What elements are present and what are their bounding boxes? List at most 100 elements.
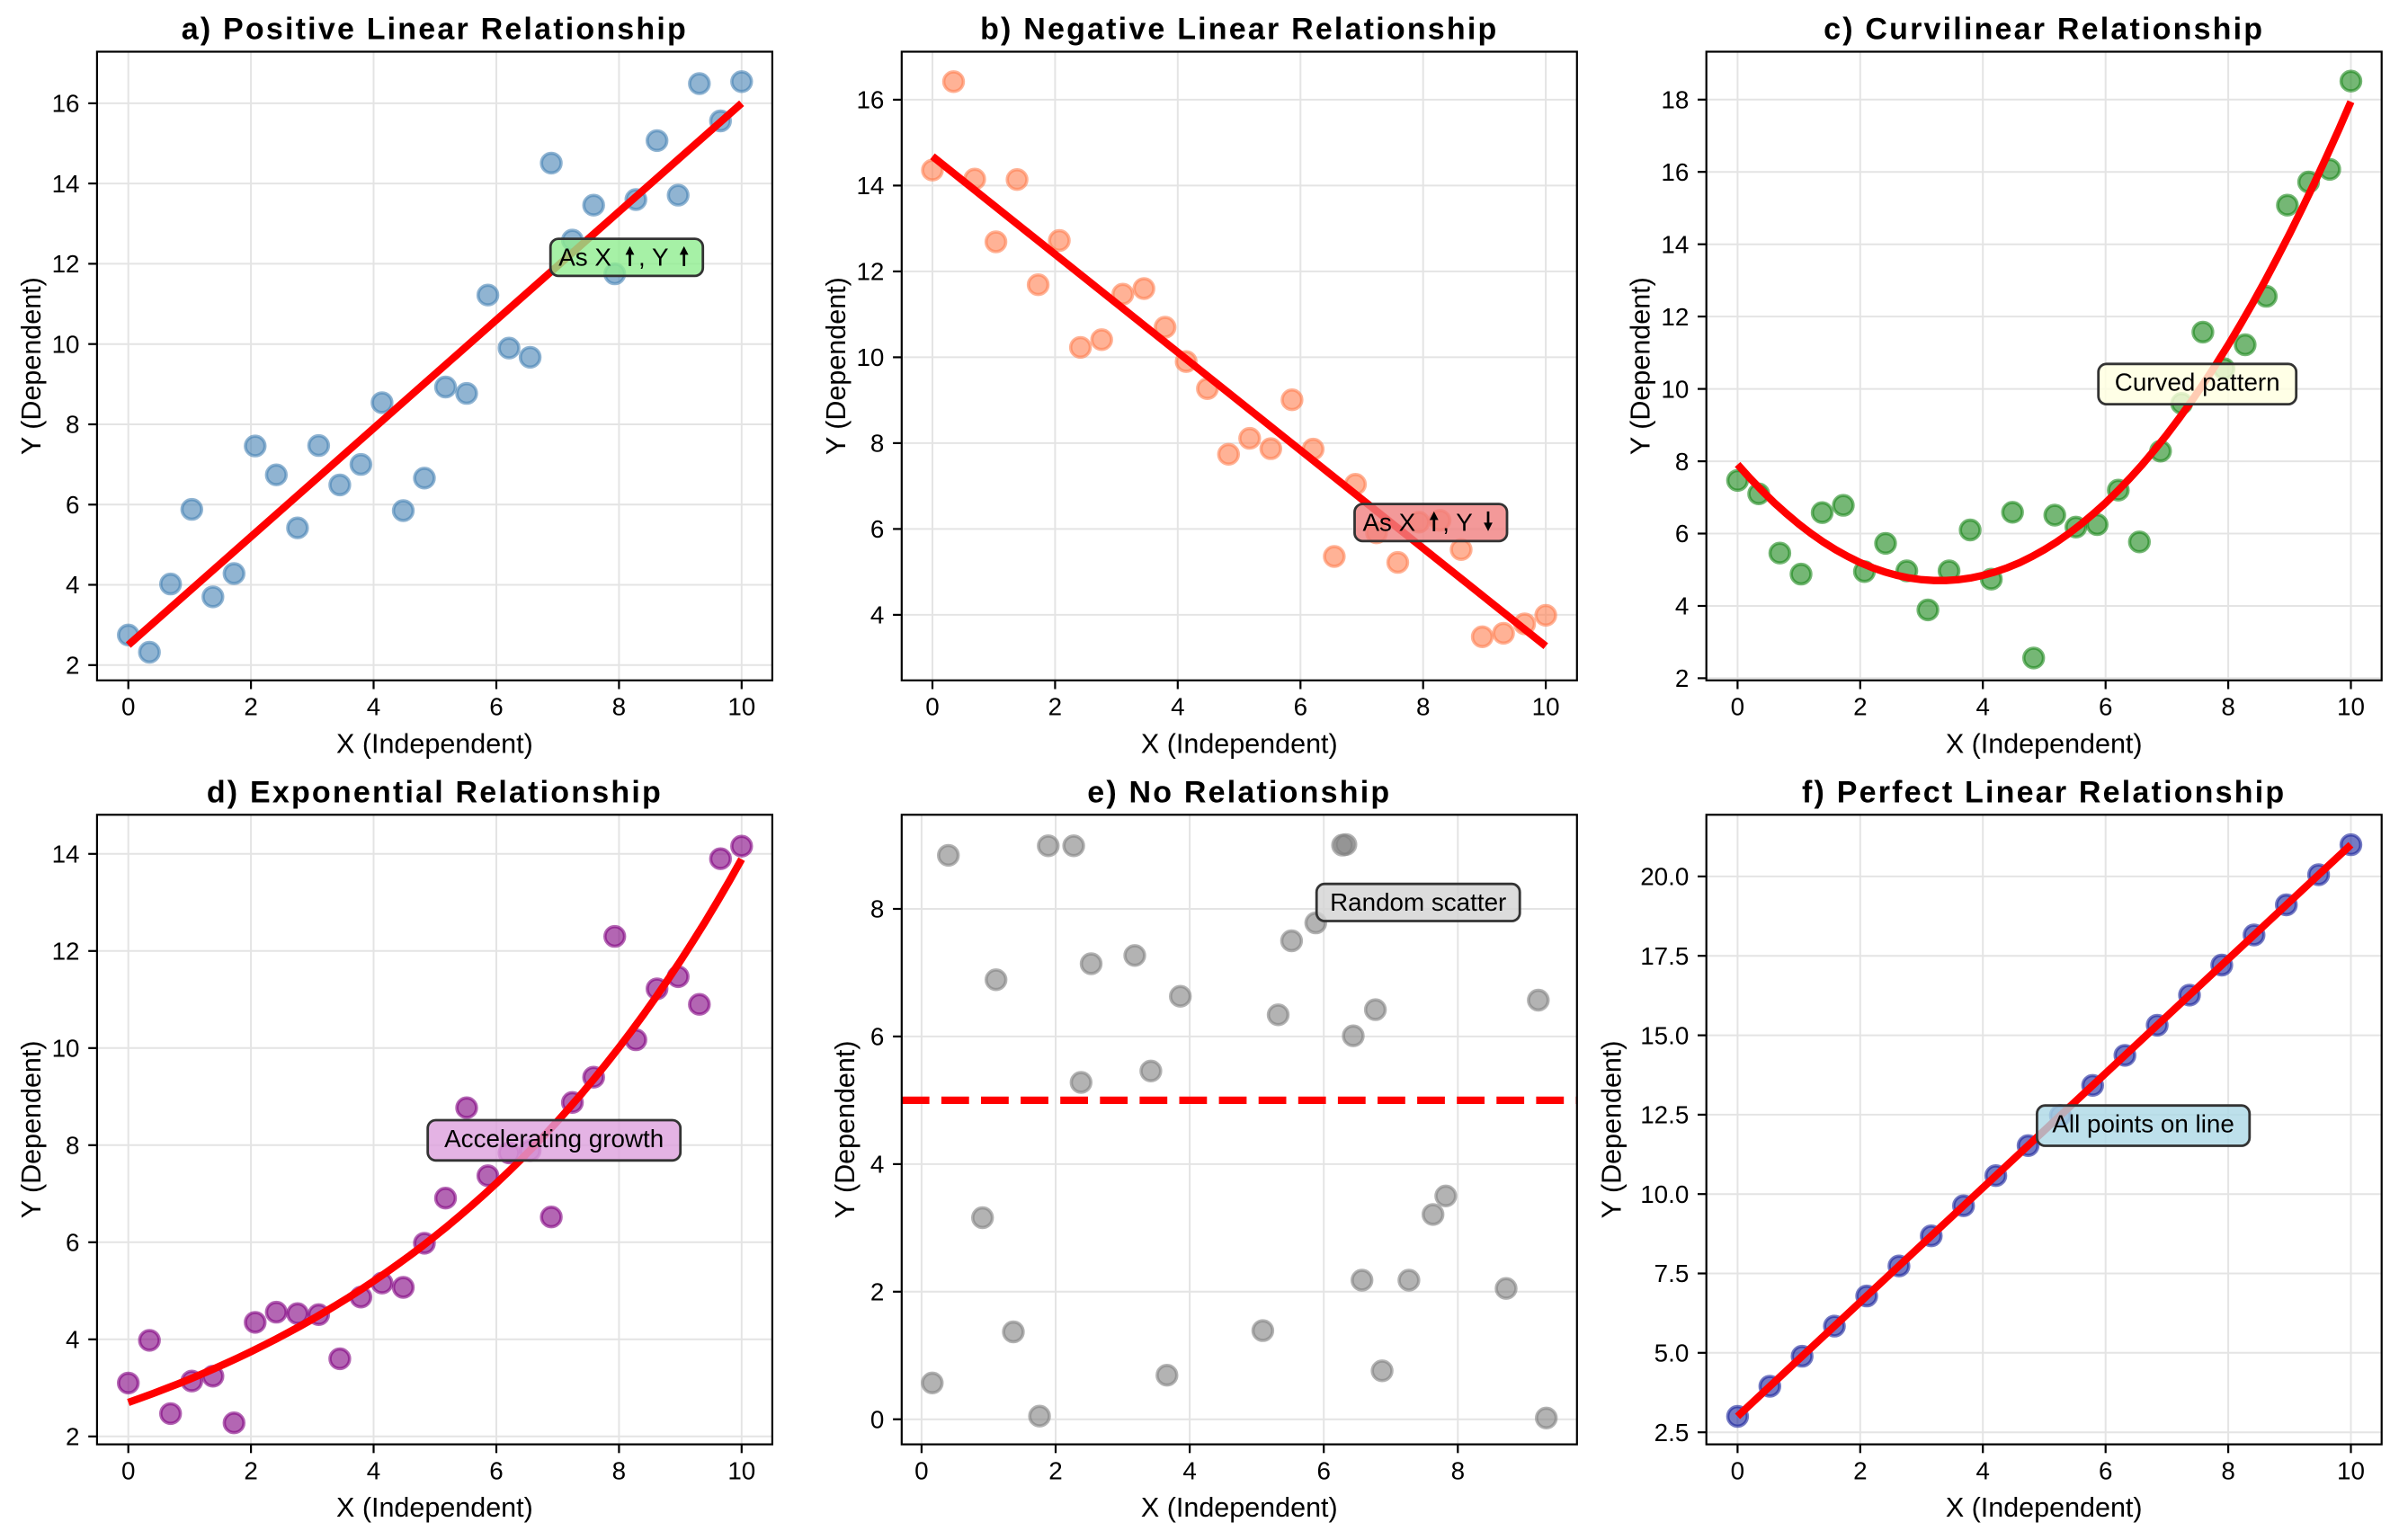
svg-text:6: 6 (2099, 693, 2112, 721)
svg-text:6: 6 (2099, 1457, 2112, 1485)
svg-text:0: 0 (1731, 1457, 1744, 1485)
svg-text:X (Independent): X (Independent) (336, 728, 533, 759)
svg-text:7.5: 7.5 (1654, 1260, 1690, 1287)
svg-text:10: 10 (1661, 375, 1689, 403)
svg-text:8: 8 (66, 411, 79, 439)
svg-text:4: 4 (66, 571, 79, 599)
svg-text:, Y: , Y (1442, 508, 1472, 536)
svg-text:10: 10 (52, 330, 80, 358)
svg-text:0: 0 (914, 1457, 928, 1485)
svg-text:8: 8 (612, 693, 626, 721)
svg-text:20.0: 20.0 (1640, 863, 1689, 891)
svg-text:18: 18 (1661, 86, 1689, 114)
svg-text:2: 2 (1853, 1457, 1867, 1485)
svg-text:8: 8 (1451, 1457, 1465, 1485)
svg-text:X (Independent): X (Independent) (1946, 728, 2143, 759)
svg-text:0: 0 (925, 693, 939, 721)
svg-text:, Y: , Y (638, 243, 668, 271)
svg-text:0: 0 (121, 693, 135, 721)
svg-text:8: 8 (1416, 693, 1430, 721)
svg-text:8: 8 (2221, 1457, 2234, 1485)
svg-text:6: 6 (870, 1023, 884, 1051)
svg-text:6: 6 (1675, 520, 1689, 547)
svg-text:Accelerating growth: Accelerating growth (444, 1125, 664, 1153)
svg-text:2: 2 (244, 693, 257, 721)
svg-text:X (Independent): X (Independent) (1946, 1492, 2143, 1523)
svg-text:Y (Dependent): Y (Dependent) (1626, 277, 1656, 455)
svg-text:10: 10 (727, 693, 755, 721)
svg-text:As X: As X (558, 243, 611, 271)
svg-text:6: 6 (489, 1457, 503, 1485)
svg-text:8: 8 (870, 895, 884, 923)
svg-text:4: 4 (1182, 1457, 1196, 1485)
svg-text:8: 8 (612, 1457, 626, 1485)
svg-text:Y (Dependent): Y (Dependent) (821, 277, 852, 455)
svg-text:2: 2 (1675, 664, 1689, 692)
svg-text:b) Negative Linear Relationshi: b) Negative Linear Relationship (980, 13, 1498, 47)
svg-text:d) Exponential Relationship: d) Exponential Relationship (207, 775, 663, 809)
svg-text:0: 0 (870, 1405, 884, 1433)
svg-text:12: 12 (52, 250, 80, 278)
svg-text:6: 6 (489, 693, 503, 721)
svg-text:12: 12 (856, 258, 884, 286)
svg-text:10.0: 10.0 (1640, 1180, 1689, 1208)
svg-text:2: 2 (1048, 1457, 1062, 1485)
svg-text:f) Perfect Linear Relationship: f) Perfect Linear Relationship (1802, 775, 2286, 809)
svg-text:4: 4 (1171, 693, 1184, 721)
svg-text:4: 4 (1675, 592, 1689, 620)
svg-text:Y (Dependent): Y (Dependent) (1597, 1040, 1628, 1218)
svg-text:10: 10 (52, 1035, 80, 1063)
svg-text:4: 4 (367, 1457, 380, 1485)
svg-text:15.0: 15.0 (1640, 1021, 1689, 1049)
svg-text:2: 2 (1853, 693, 1867, 721)
svg-text:4: 4 (66, 1326, 79, 1354)
svg-text:Curved pattern: Curved pattern (2115, 369, 2280, 396)
svg-text:16: 16 (856, 86, 884, 114)
svg-text:Random scatter: Random scatter (1330, 888, 1506, 916)
svg-text:Y (Dependent): Y (Dependent) (830, 1040, 861, 1218)
svg-text:8: 8 (1675, 448, 1689, 476)
svg-text:e) No Relationship: e) No Relationship (1087, 775, 1391, 809)
svg-text:10: 10 (856, 343, 884, 371)
svg-text:5.0: 5.0 (1654, 1340, 1690, 1367)
svg-text:10: 10 (727, 1457, 755, 1485)
svg-text:2.5: 2.5 (1654, 1419, 1690, 1447)
svg-text:4: 4 (367, 693, 380, 721)
svg-text:10: 10 (2337, 693, 2365, 721)
svg-text:4: 4 (1975, 1457, 1989, 1485)
svg-text:6: 6 (66, 491, 79, 519)
svg-text:12: 12 (52, 938, 80, 966)
svg-text:All points on line: All points on line (2052, 1110, 2234, 1138)
svg-text:As X: As X (1363, 508, 1416, 536)
svg-text:Y (Dependent): Y (Dependent) (16, 277, 47, 455)
svg-text:12: 12 (1661, 303, 1689, 331)
svg-text:2: 2 (66, 1423, 79, 1451)
svg-text:16: 16 (52, 90, 80, 118)
svg-text:0: 0 (1731, 693, 1744, 721)
svg-text:2: 2 (244, 1457, 257, 1485)
svg-text:6: 6 (1294, 693, 1307, 721)
svg-text:Y (Dependent): Y (Dependent) (16, 1040, 47, 1218)
svg-text:4: 4 (1975, 693, 1989, 721)
svg-text:a) Positive Linear Relationshi: a) Positive Linear Relationship (182, 13, 688, 47)
svg-text:4: 4 (870, 601, 884, 629)
svg-text:2: 2 (66, 652, 79, 680)
svg-text:10: 10 (1532, 693, 1560, 721)
svg-text:6: 6 (870, 515, 884, 543)
svg-text:X (Independent): X (Independent) (1141, 1492, 1338, 1523)
svg-text:X (Independent): X (Independent) (336, 1492, 533, 1523)
svg-text:2: 2 (1048, 693, 1062, 721)
svg-text:8: 8 (2221, 693, 2234, 721)
svg-text:8: 8 (66, 1132, 79, 1160)
svg-text:6: 6 (1316, 1457, 1330, 1485)
svg-text:10: 10 (2337, 1457, 2365, 1485)
svg-text:X (Independent): X (Independent) (1141, 728, 1338, 759)
svg-text:6: 6 (66, 1229, 79, 1257)
svg-text:2: 2 (870, 1278, 884, 1306)
svg-text:17.5: 17.5 (1640, 942, 1689, 970)
svg-text:c) Curvilinear Relationship: c) Curvilinear Relationship (1824, 13, 2264, 47)
svg-text:4: 4 (870, 1151, 884, 1179)
svg-text:14: 14 (1661, 230, 1689, 258)
svg-text:12.5: 12.5 (1640, 1101, 1689, 1129)
svg-text:14: 14 (52, 841, 80, 868)
